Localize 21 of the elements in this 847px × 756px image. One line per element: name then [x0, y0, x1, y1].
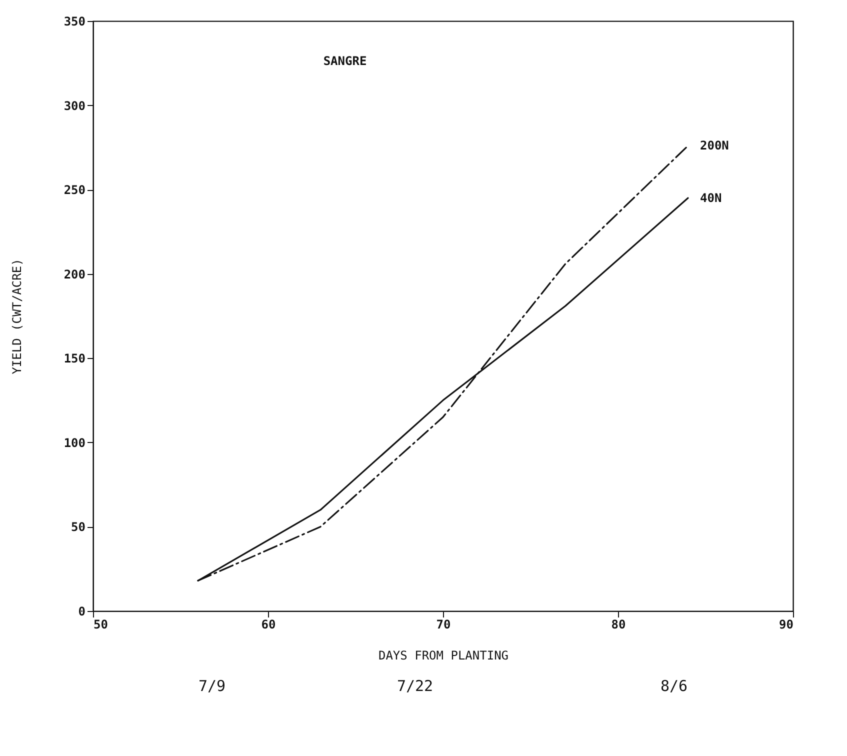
- text: 7/22: [396, 677, 434, 695]
- x-tick-label: 60: [261, 618, 276, 632]
- x-tick-label: 70: [436, 618, 451, 632]
- text: 8/6: [660, 677, 688, 695]
- x-tick-label: 90: [779, 618, 794, 632]
- y-tick-label: 0: [78, 604, 86, 618]
- y-axis-title: YIELD (CWT/ACRE): [10, 258, 24, 374]
- y-tick-label: 250: [64, 183, 86, 198]
- y-tick-label: 50: [71, 520, 86, 534]
- y-tick-label: 100: [64, 436, 86, 450]
- x-axis-title: DAYS FROM PLANTING: [378, 648, 509, 662]
- y-tick-label: 150: [64, 352, 86, 366]
- series-label: 40N: [700, 191, 722, 205]
- y-tick-label: 350: [64, 14, 86, 28]
- x-tick-label: 50: [94, 618, 108, 632]
- text: 7/9: [198, 677, 226, 695]
- x-tick-label: 80: [611, 618, 626, 632]
- y-tick-label: 200: [64, 267, 86, 282]
- series-label: 200N: [700, 138, 729, 153]
- text: SANGRE: [323, 54, 367, 68]
- y-tick-label: 300: [64, 98, 86, 113]
